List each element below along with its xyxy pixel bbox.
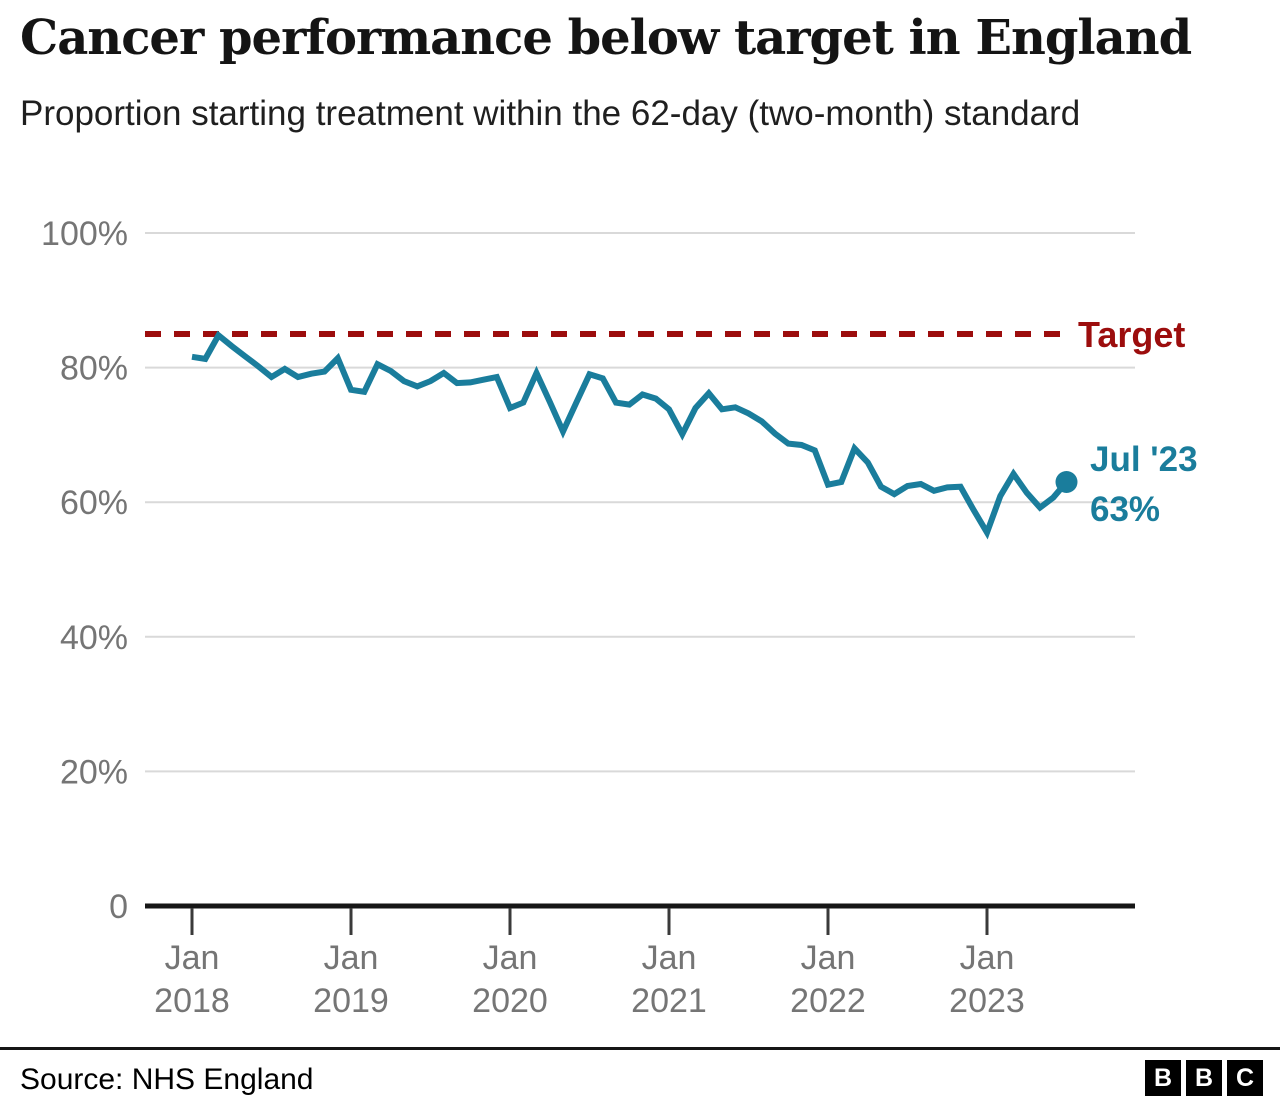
x-tick-label-month: Jan	[960, 939, 1015, 977]
x-tick-label-year: 2020	[472, 982, 548, 1020]
source-caption: Source: NHS England	[20, 1063, 314, 1096]
x-tick-label-month: Jan	[324, 939, 379, 977]
bbc-logo-letter: B	[1145, 1060, 1181, 1096]
x-tick-label-year: 2019	[313, 982, 389, 1020]
bbc-logo: B B C	[1145, 1060, 1263, 1096]
footer: Source: NHS England B B C	[0, 1047, 1280, 1100]
y-tick-label: 40%	[60, 619, 128, 657]
last-point-marker	[1055, 471, 1078, 494]
x-tick-label-year: 2018	[154, 982, 230, 1020]
page-subtitle: Proportion starting treatment within the…	[20, 94, 1081, 133]
x-tick-label-year: 2022	[790, 982, 866, 1020]
data-line	[191, 330, 1069, 540]
x-tick-label-month: Jan	[483, 939, 538, 977]
bbc-logo-letter: B	[1186, 1060, 1222, 1096]
bbc-logo-letter: C	[1227, 1060, 1263, 1096]
x-tick-label-year: 2021	[631, 982, 707, 1020]
x-tick-label-year: 2023	[949, 982, 1025, 1020]
line-chart: 100% 80% 60% 40% 20% 0 Target Jul '23 63% Jan 2018…	[41, 215, 1198, 1020]
y-tick-label: 0	[109, 888, 128, 926]
x-tick-label-month: Jan	[165, 939, 220, 977]
x-tick-label-month: Jan	[801, 939, 856, 977]
y-tick-label: 20%	[60, 753, 128, 791]
target-label: Target	[1078, 314, 1185, 355]
y-tick-label: 80%	[60, 350, 128, 388]
y-tick-label: 60%	[60, 484, 128, 522]
y-tick-label: 100%	[41, 215, 128, 253]
x-tick-label-month: Jan	[642, 939, 697, 977]
end-annotation-date: Jul '23	[1090, 440, 1198, 479]
page-title: Cancer performance below target in Engla…	[20, 10, 1192, 66]
end-annotation-value: 63%	[1090, 490, 1160, 529]
